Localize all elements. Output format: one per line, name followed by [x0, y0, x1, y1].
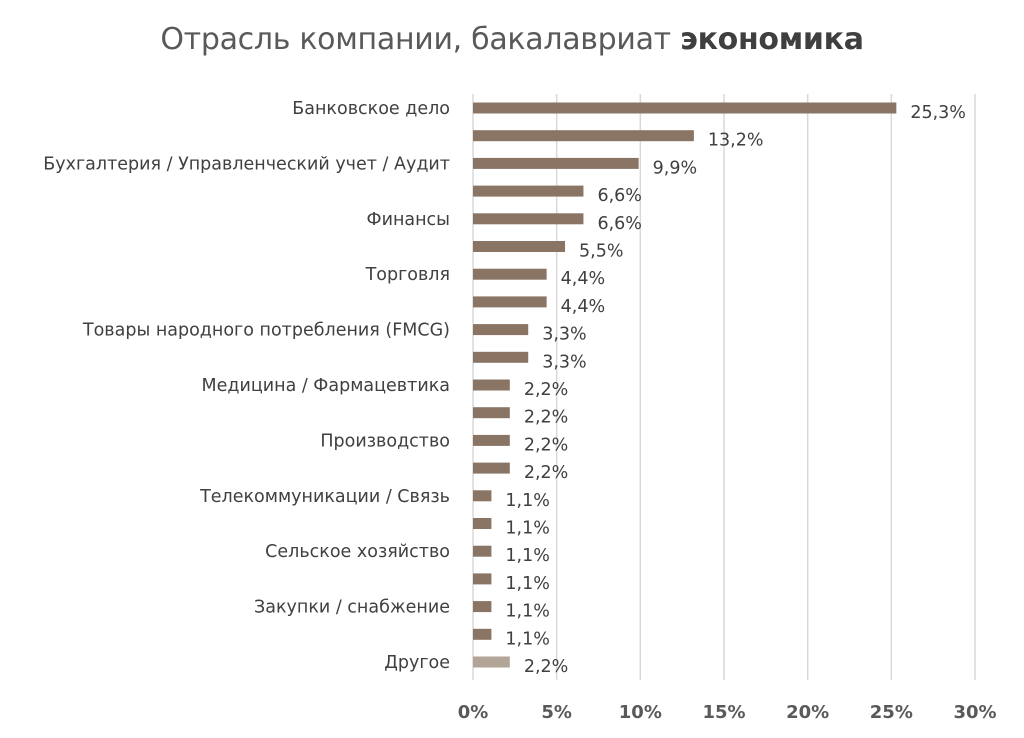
value-label: 1,1%: [505, 574, 549, 594]
bar: [473, 518, 492, 529]
value-label: 3,3%: [542, 325, 586, 345]
value-label: 1,1%: [505, 602, 549, 622]
bar: [473, 379, 510, 391]
value-label: 2,2%: [524, 463, 568, 483]
bars: [473, 102, 897, 668]
category-label: Товары народного потребления (FMCG): [82, 321, 450, 341]
category-label: Закупки / снабжение: [254, 598, 450, 618]
bar: [473, 628, 492, 640]
value-label: 1,1%: [505, 491, 549, 511]
bar: [473, 407, 510, 419]
value-label: 3,3%: [542, 352, 586, 372]
value-label: 1,1%: [505, 629, 549, 649]
bar: [473, 296, 547, 308]
value-label: 5,5%: [579, 242, 623, 262]
value-label: 1,1%: [505, 546, 549, 566]
value-label: 25,3%: [910, 103, 966, 123]
category-label: Бухгалтерия / Управленческий учет / Ауди…: [43, 154, 450, 174]
category-label: Торговля: [365, 265, 450, 285]
category-labels: Банковское дело Бухгалтерия / Управленчес…: [43, 99, 450, 673]
bar: [473, 490, 492, 502]
bar: [473, 213, 584, 225]
value-labels: 25,3% 13,2% 9,9% 6,6% 6,6% 5,5% 4,4% 4,4% 3,3% 3,…: [505, 103, 966, 677]
bar: [473, 185, 584, 197]
bar: [473, 656, 510, 668]
bar: [473, 351, 529, 363]
x-tick-label: 15%: [702, 702, 745, 723]
category-label: Производство: [320, 431, 450, 451]
x-tick-label: 25%: [870, 702, 913, 723]
category-label: Сельское хозяйство: [265, 542, 450, 562]
x-axis-tick-labels: 0% 5% 10% 15% 20% 25% 30%: [458, 702, 997, 723]
bar: [473, 241, 566, 252]
category-label: Банковское дело: [292, 99, 450, 119]
x-tick-label: 30%: [953, 702, 996, 723]
category-label: Финансы: [367, 210, 450, 230]
bar: [473, 130, 694, 142]
value-label: 4,4%: [561, 297, 605, 317]
bar: [473, 573, 492, 585]
bar: [473, 545, 492, 557]
value-label: 4,4%: [561, 269, 605, 289]
category-label: Другое: [384, 653, 450, 673]
chart-title-main: Отрасль компании, бакалавриат: [160, 22, 671, 57]
category-label: Телекоммуникации / Связь: [199, 487, 450, 507]
value-label: 2,2%: [524, 408, 568, 428]
x-tick-label: 20%: [786, 702, 829, 723]
value-label: 1,1%: [505, 519, 549, 539]
x-tick-label: 0%: [458, 702, 489, 723]
value-label: 6,6%: [597, 214, 641, 234]
value-label: 2,2%: [524, 380, 568, 400]
x-tick-label: 10%: [619, 702, 662, 723]
bar: [473, 601, 492, 613]
value-label: 9,9%: [653, 158, 697, 178]
value-label: 6,6%: [597, 186, 641, 206]
value-label: 2,2%: [524, 657, 568, 677]
bar: [473, 102, 897, 114]
chart-title-emphasis: экономика: [680, 22, 864, 57]
bar: [473, 157, 639, 169]
value-label: 2,2%: [524, 435, 568, 455]
bar: [473, 324, 529, 336]
bar: [473, 434, 510, 446]
category-label: Медицина / Фармацевтика: [202, 376, 451, 396]
value-label: 13,2%: [708, 131, 764, 151]
chart-title: Отрасль компании, бакалавриат экономика: [0, 22, 1024, 57]
bar: [473, 462, 510, 474]
bar: [473, 268, 547, 280]
x-tick-label: 5%: [541, 702, 572, 723]
